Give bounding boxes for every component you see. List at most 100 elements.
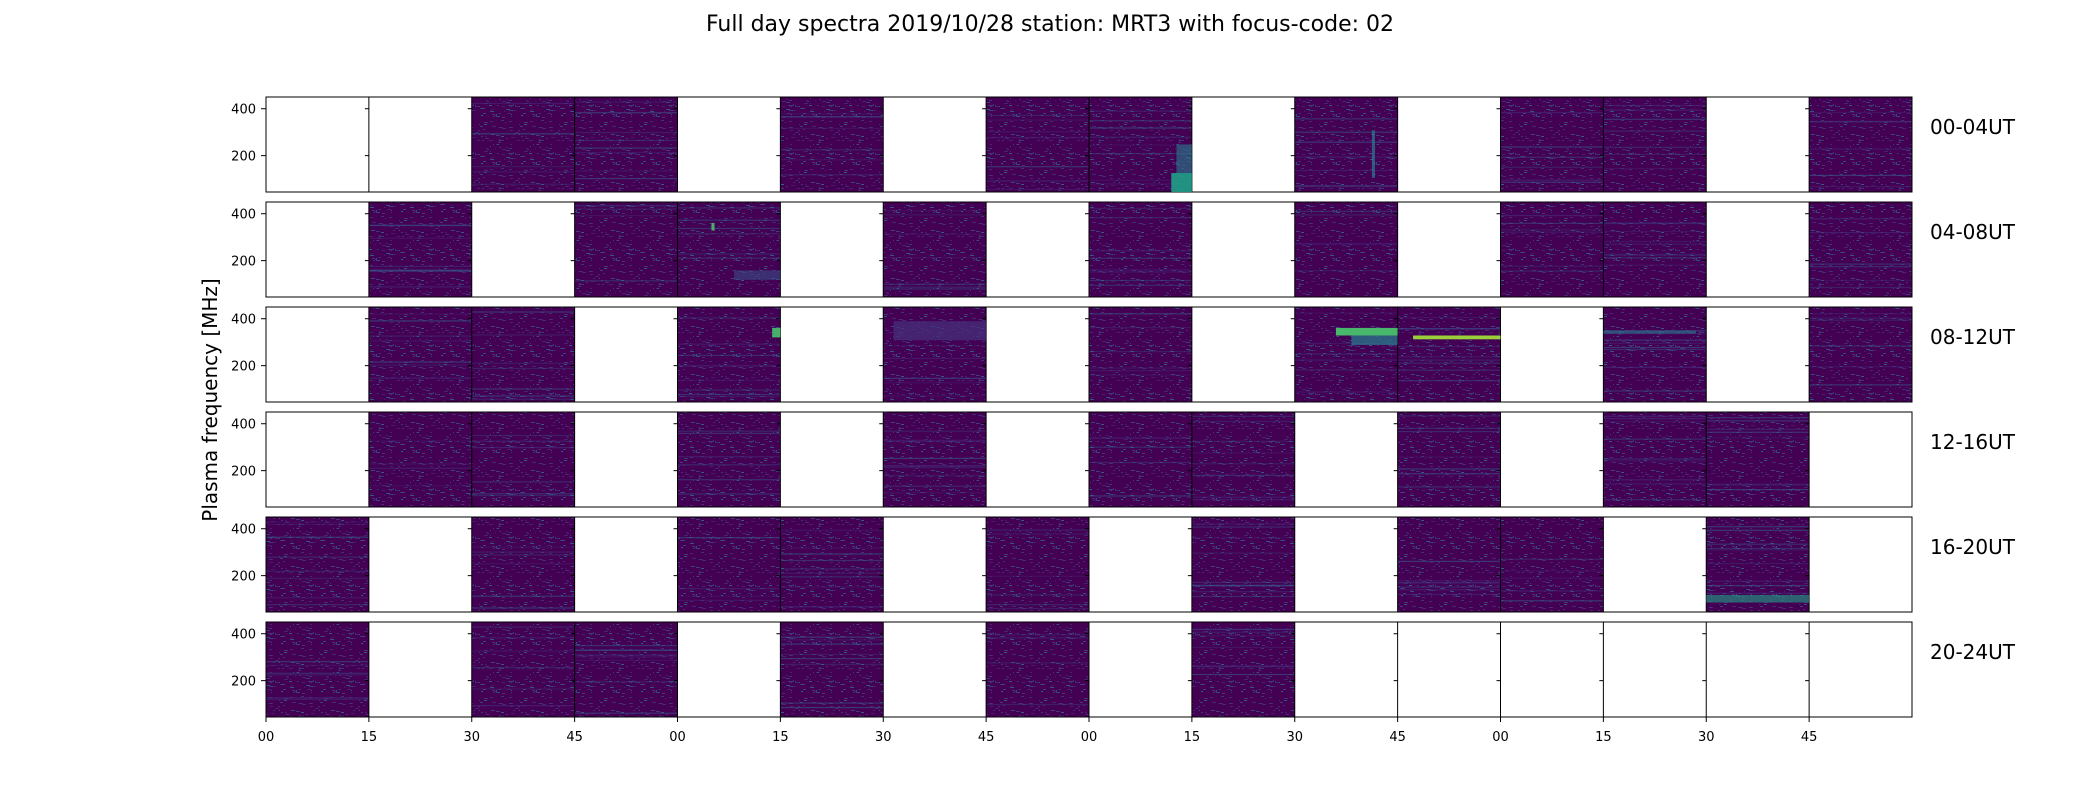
y-tick-label: 400	[231, 523, 256, 538]
row-frame	[265, 201, 1913, 298]
empty-panel	[266, 97, 369, 192]
signal-feature	[711, 222, 715, 231]
spectrum-panel	[1397, 307, 1501, 402]
row-label: 04-08UT	[1930, 220, 2016, 244]
signal-feature	[1413, 335, 1501, 340]
spectrum-panel	[574, 202, 678, 297]
empty-panel	[266, 412, 369, 507]
empty-panel	[1706, 202, 1810, 297]
empty-panel	[1397, 202, 1501, 297]
signal-feature	[734, 270, 781, 280]
spectrum-panel	[1089, 202, 1192, 297]
spectrum-panel	[368, 412, 472, 507]
empty-panel	[1809, 517, 1912, 612]
signal-feature	[893, 321, 987, 341]
spectrum-panel	[677, 202, 781, 297]
signal-feature	[1176, 144, 1192, 173]
spectrum-panel	[1191, 412, 1295, 507]
y-tick-label: 200	[231, 150, 256, 165]
empty-panel	[883, 97, 987, 192]
row-label: 00-04UT	[1930, 115, 2016, 139]
spectrum-panel	[1809, 97, 1912, 192]
row-frame	[265, 516, 1913, 613]
empty-panel	[883, 517, 987, 612]
empty-panel	[1397, 622, 1501, 717]
spectrum-panel	[266, 517, 369, 612]
x-tick-label: 30	[1698, 730, 1715, 745]
y-tick-label: 200	[231, 360, 256, 375]
spectrum-panel	[1603, 202, 1707, 297]
spectrum-panel	[1089, 412, 1192, 507]
empty-panel	[1603, 517, 1707, 612]
empty-panel	[1294, 412, 1398, 507]
signal-feature	[1603, 330, 1696, 334]
empty-panel	[1809, 622, 1912, 717]
signal-feature	[1706, 594, 1810, 603]
spectrum-panel	[574, 97, 678, 192]
x-tick-label: 30	[463, 730, 480, 745]
y-tick-label: 400	[231, 208, 256, 223]
empty-panel	[266, 307, 369, 402]
x-tick-label: 30	[1286, 730, 1303, 745]
spectrum-panel	[574, 622, 678, 717]
spectrum-panel	[1500, 97, 1604, 192]
spectra-row: 200 400 04-08UT	[231, 201, 2016, 298]
x-tick-label: 15	[772, 730, 789, 745]
spectrum-panel	[471, 412, 575, 507]
spectrum-panel	[368, 202, 472, 297]
signal-feature	[1171, 173, 1192, 192]
row-label: 16-20UT	[1930, 535, 2016, 559]
y-tick-label: 200	[231, 570, 256, 585]
spectrum-panel	[677, 412, 781, 507]
empty-panel	[1397, 97, 1501, 192]
spectrum-panel	[1500, 517, 1604, 612]
x-tick-label: 45	[566, 730, 583, 745]
x-tick-label: 00	[1081, 730, 1098, 745]
spectrum-panel	[266, 622, 369, 717]
empty-panel	[368, 517, 472, 612]
spectrum-panel	[1397, 517, 1501, 612]
empty-panel	[1706, 97, 1810, 192]
empty-panel	[677, 97, 781, 192]
empty-panel	[1603, 622, 1707, 717]
spectrum-panel	[1294, 202, 1398, 297]
spectrum-panel	[883, 412, 987, 507]
x-tick-label: 00	[1492, 730, 1509, 745]
spectra-row: 200 400 20-24UT	[231, 621, 2016, 718]
empty-panel	[266, 202, 369, 297]
spectrum-panel	[471, 307, 575, 402]
x-tick-label: 45	[1801, 730, 1818, 745]
spectrum-panel	[1294, 307, 1398, 402]
y-tick-label: 200	[231, 255, 256, 270]
spectra-row: 200 400 08-12UT	[231, 306, 2016, 403]
row-frame	[265, 411, 1913, 508]
empty-panel	[1191, 202, 1295, 297]
row-frame	[265, 306, 1913, 403]
spectra-row: 200 400 00-04UT	[231, 96, 2016, 193]
spectrum-panel	[368, 307, 472, 402]
empty-panel	[1500, 307, 1604, 402]
empty-panel	[574, 307, 678, 402]
row-frame	[265, 96, 1913, 193]
spectrum-panel	[780, 97, 884, 192]
spectrum-panel	[1294, 97, 1398, 192]
y-tick-label: 400	[231, 628, 256, 643]
x-tick-label: 15	[1595, 730, 1612, 745]
signal-feature	[772, 327, 781, 338]
empty-panel	[1191, 307, 1295, 402]
empty-panel	[1500, 622, 1604, 717]
spectrum-panel	[1706, 412, 1810, 507]
chart-title: Full day spectra 2019/10/28 station: MRT…	[705, 12, 1395, 37]
empty-panel	[368, 622, 472, 717]
spectrum-panel	[677, 517, 781, 612]
row-label: 12-16UT	[1930, 430, 2016, 454]
empty-panel	[986, 412, 1089, 507]
x-tick-label: 00	[669, 730, 686, 745]
empty-panel	[1294, 517, 1398, 612]
x-tick-label: 30	[875, 730, 892, 745]
spectrum-panel	[1603, 97, 1707, 192]
spectra-row: 200 400 12-16UT	[231, 411, 2016, 508]
empty-panel	[780, 412, 884, 507]
